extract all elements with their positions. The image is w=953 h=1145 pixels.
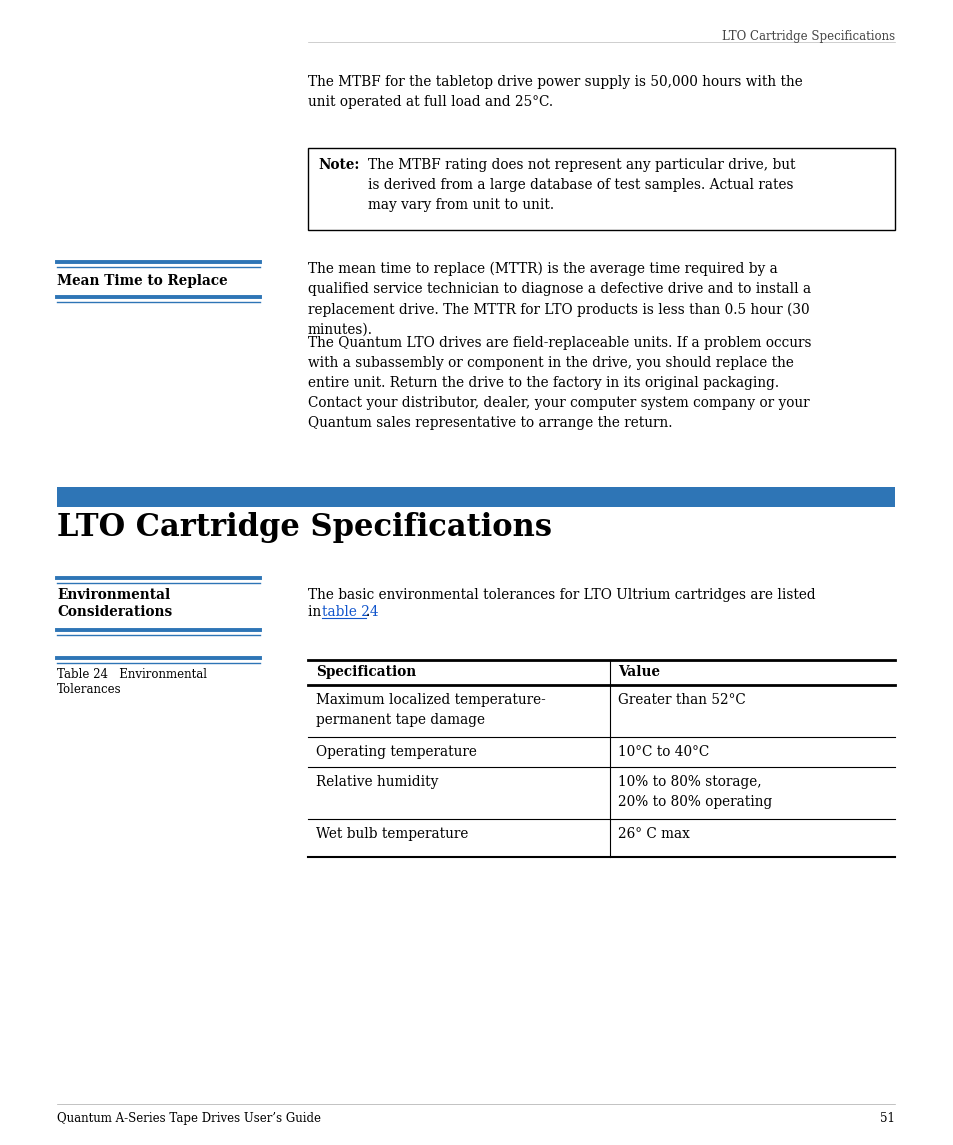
Text: LTO Cartridge Specifications: LTO Cartridge Specifications	[57, 512, 552, 543]
Text: in: in	[308, 605, 325, 619]
Text: Table 24   Environmental: Table 24 Environmental	[57, 668, 207, 681]
Text: The Quantum LTO drives are field-replaceable units. If a problem occurs
with a s: The Quantum LTO drives are field-replace…	[308, 335, 811, 431]
Text: 10°C to 40°C: 10°C to 40°C	[618, 745, 708, 759]
Text: Considerations: Considerations	[57, 605, 172, 619]
Text: Environmental: Environmental	[57, 589, 170, 602]
Text: Note:: Note:	[317, 158, 359, 172]
Text: The MTBF for the tabletop drive power supply is 50,000 hours with the
unit opera: The MTBF for the tabletop drive power su…	[308, 76, 801, 109]
Text: The mean time to replace (MTTR) is the average time required by a
qualified serv: The mean time to replace (MTTR) is the a…	[308, 262, 810, 337]
Text: Tolerances: Tolerances	[57, 684, 121, 696]
Text: Wet bulb temperature: Wet bulb temperature	[315, 827, 468, 840]
Text: Specification: Specification	[315, 665, 416, 679]
Text: .: .	[366, 605, 370, 619]
Text: 26° C max: 26° C max	[618, 827, 689, 840]
Text: LTO Cartridge Specifications: LTO Cartridge Specifications	[721, 30, 894, 44]
Text: Value: Value	[618, 665, 659, 679]
Text: table 24: table 24	[322, 605, 378, 619]
Text: Quantum A-Series Tape Drives User’s Guide: Quantum A-Series Tape Drives User’s Guid…	[57, 1112, 320, 1126]
Text: The basic environmental tolerances for LTO Ultrium cartridges are listed: The basic environmental tolerances for L…	[308, 589, 815, 602]
Text: Relative humidity: Relative humidity	[315, 775, 438, 789]
Text: Maximum localized temperature-
permanent tape damage: Maximum localized temperature- permanent…	[315, 693, 545, 727]
Text: Operating temperature: Operating temperature	[315, 745, 476, 759]
Text: Greater than 52°C: Greater than 52°C	[618, 693, 745, 706]
Bar	[57, 487, 894, 507]
Text: Mean Time to Replace: Mean Time to Replace	[57, 274, 228, 289]
Text: The MTBF rating does not represent any particular drive, but
is derived from a l: The MTBF rating does not represent any p…	[368, 158, 795, 212]
Bar	[308, 148, 894, 230]
Text: 51: 51	[880, 1112, 894, 1126]
Text: 10% to 80% storage,
20% to 80% operating: 10% to 80% storage, 20% to 80% operating	[618, 775, 771, 810]
